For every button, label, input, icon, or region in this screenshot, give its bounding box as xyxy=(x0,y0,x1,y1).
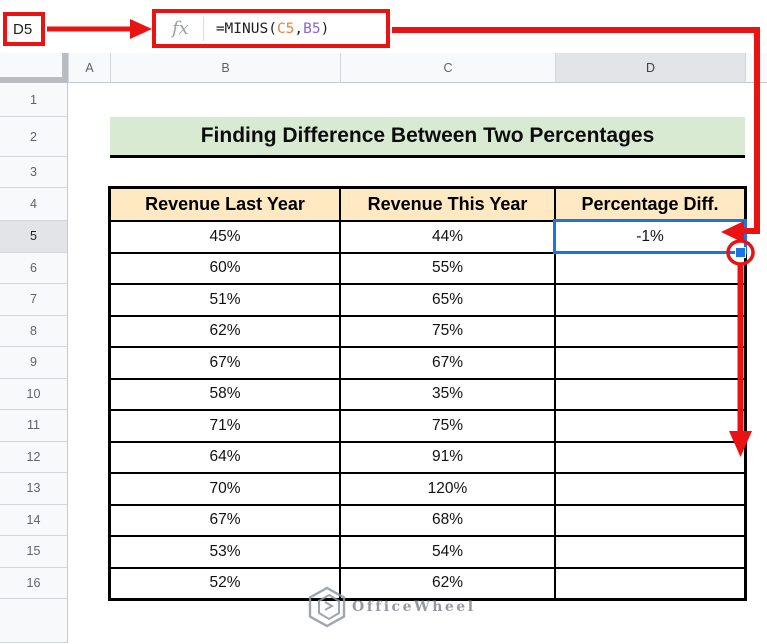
cell-B16[interactable]: 52% xyxy=(110,567,340,599)
cell-C6[interactable]: 55% xyxy=(340,252,555,284)
cell-D8[interactable] xyxy=(555,315,745,347)
cell-D15[interactable] xyxy=(555,536,745,568)
column-header-A[interactable]: A xyxy=(68,53,110,83)
row-header-7[interactable]: 7 xyxy=(0,284,68,316)
cell-C9[interactable]: 67% xyxy=(340,347,555,379)
watermark-text: OfficeWheel xyxy=(352,599,476,615)
watermark: OfficeWheel xyxy=(306,584,476,630)
cell-C16[interactable]: 62% xyxy=(340,567,555,599)
formula-text: =MINUS(C5,B5) xyxy=(216,21,330,37)
column-header-partial[interactable] xyxy=(745,53,767,83)
row-header-9[interactable]: 9 xyxy=(0,347,68,379)
column-header-C[interactable]: C xyxy=(340,53,555,83)
cell-B12[interactable]: 64% xyxy=(110,441,340,473)
cell-B15[interactable]: 53% xyxy=(110,536,340,568)
cell-C8[interactable]: 75% xyxy=(340,315,555,347)
row-header-8[interactable]: 8 xyxy=(0,315,68,347)
row-header-12[interactable]: 12 xyxy=(0,441,68,473)
formula-part: =MINUS( xyxy=(215,20,277,37)
sheet-title: Finding Difference Between Two Percentag… xyxy=(200,124,655,147)
formula-part: B5 xyxy=(303,20,321,37)
column-header-D[interactable]: D xyxy=(555,53,745,83)
row-header-2[interactable]: 2 xyxy=(0,117,68,157)
table-header-B4[interactable]: Revenue Last Year xyxy=(110,188,340,221)
cell-B8[interactable]: 62% xyxy=(110,315,340,347)
formula-part: ) xyxy=(320,20,330,37)
cell-C10[interactable]: 35% xyxy=(340,378,555,410)
column-header-B[interactable]: B xyxy=(110,53,340,83)
name-box[interactable]: D5 xyxy=(3,12,45,46)
officewheel-hexagon-logo xyxy=(308,586,346,628)
title-cell[interactable]: Finding Difference Between Two Percentag… xyxy=(110,117,745,158)
cell-D14[interactable] xyxy=(555,504,745,536)
row-header-6[interactable]: 6 xyxy=(0,252,68,284)
cell-C13[interactable]: 120% xyxy=(340,473,555,505)
arrow-namebox-to-formulabar xyxy=(47,19,152,39)
select-all-corner[interactable] xyxy=(0,53,68,83)
cell-D13[interactable] xyxy=(555,473,745,505)
formula-part: C5 xyxy=(276,20,295,37)
row-header-partial[interactable] xyxy=(0,599,68,643)
cell-B14[interactable]: 67% xyxy=(110,504,340,536)
cell-B11[interactable]: 71% xyxy=(110,410,340,442)
cell-D12[interactable] xyxy=(555,441,745,473)
row-header-1[interactable]: 1 xyxy=(0,83,68,117)
row-header-14[interactable]: 14 xyxy=(0,504,68,536)
row-header-4[interactable]: 4 xyxy=(0,188,68,221)
cell-C7[interactable]: 65% xyxy=(340,284,555,316)
name-box-value: D5 xyxy=(13,20,33,38)
row-header-13[interactable]: 13 xyxy=(0,473,68,505)
table-header-C4[interactable]: Revenue This Year xyxy=(340,188,555,221)
cell-D11[interactable] xyxy=(555,410,745,442)
formula-bar[interactable]: fx =MINUS(C5,B5) xyxy=(152,9,390,48)
fx-icon: fx xyxy=(172,18,189,39)
fill-handle[interactable] xyxy=(735,247,746,258)
cell-D6[interactable] xyxy=(555,252,745,284)
row-header-16[interactable]: 16 xyxy=(0,567,68,599)
cell-D7[interactable] xyxy=(555,284,745,316)
cell-B5[interactable]: 45% xyxy=(110,221,340,253)
cell-C12[interactable]: 91% xyxy=(340,441,555,473)
formula-part: , xyxy=(294,20,304,37)
cell-B6[interactable]: 60% xyxy=(110,252,340,284)
cell-B9[interactable]: 67% xyxy=(110,347,340,379)
cell-D10[interactable] xyxy=(555,378,745,410)
row-header-10[interactable]: 10 xyxy=(0,378,68,410)
row-header-5[interactable]: 5 xyxy=(0,221,68,253)
cell-B13[interactable]: 70% xyxy=(110,473,340,505)
cell-B7[interactable]: 51% xyxy=(110,284,340,316)
formula-bar-divider xyxy=(202,16,204,41)
cell-C15[interactable]: 54% xyxy=(340,536,555,568)
row-header-3[interactable]: 3 xyxy=(0,157,68,188)
cell-C5[interactable]: 44% xyxy=(340,221,555,253)
cell-C14[interactable]: 68% xyxy=(340,504,555,536)
cell-C11[interactable]: 75% xyxy=(340,410,555,442)
cell-B10[interactable]: 58% xyxy=(110,378,340,410)
row-header-15[interactable]: 15 xyxy=(0,536,68,568)
table-header-D4[interactable]: Percentage Diff. xyxy=(555,188,745,221)
cell-D16[interactable] xyxy=(555,567,745,599)
row-header-11[interactable]: 11 xyxy=(0,410,68,442)
cell-D9[interactable] xyxy=(555,347,745,379)
cell-D5[interactable]: -1% xyxy=(555,221,745,253)
